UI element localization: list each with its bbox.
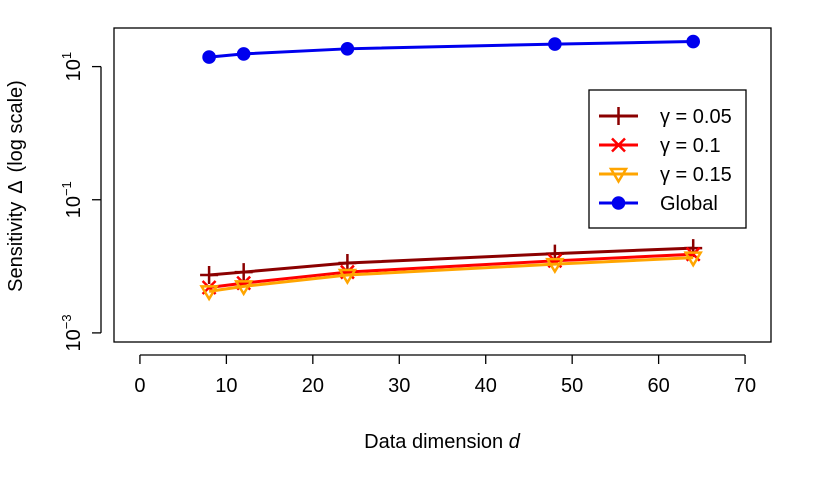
marker-triangle-down	[233, 280, 254, 297]
data-point	[686, 34, 700, 49]
data-point	[233, 280, 254, 297]
y-tick-label-base: 10	[63, 59, 85, 81]
marker-plus	[200, 266, 219, 285]
x-tick-label: 50	[561, 375, 583, 397]
data-point	[202, 50, 216, 64]
data-point	[340, 42, 355, 56]
x-tick-label: 70	[734, 375, 756, 397]
x-tick-label: 60	[647, 375, 669, 397]
marker-triangle-down	[199, 285, 219, 302]
series-line	[208, 256, 694, 293]
data-point	[683, 251, 703, 268]
data-point	[548, 37, 562, 51]
x-tick-label: 40	[475, 375, 497, 397]
y-axis-label: Sensitivity Δ (log scale)	[5, 80, 27, 292]
y-tick-label: 10−3	[59, 314, 85, 351]
y-tick-label-base: 10	[63, 329, 85, 351]
marker-cross	[611, 137, 626, 153]
y-tick-label: 101	[59, 52, 85, 81]
data-point	[234, 263, 253, 282]
x-tick-label: 10	[215, 375, 237, 397]
marker-plus	[609, 107, 628, 125]
marker-circle	[340, 42, 355, 56]
x-tick-label: 0	[134, 375, 145, 397]
y-tick-label-exp: 1	[59, 52, 74, 59]
y-tick-label: 10−1	[59, 181, 85, 218]
marker-triangle-down	[337, 268, 358, 285]
data-point	[236, 47, 251, 61]
marker-triangle-down	[608, 167, 629, 184]
series-layer	[199, 34, 703, 302]
x-axis-label-var: d	[509, 431, 521, 453]
marker-circle	[686, 34, 700, 49]
y-tick-label-exp: −3	[59, 314, 74, 329]
data-point	[199, 285, 219, 302]
series-0.15	[199, 251, 703, 302]
plot-frame	[113, 27, 772, 343]
x-tick-label: 20	[302, 375, 324, 397]
data-point	[200, 266, 219, 285]
series-line	[208, 40, 694, 59]
x-axis: 0 10 20 30 40 50 60 70	[134, 354, 756, 397]
legend-marker	[608, 167, 629, 184]
y-axis-label-suffix: (log scale)	[5, 80, 27, 172]
series-0.05	[200, 239, 703, 285]
data-point	[545, 257, 565, 275]
y-tick-label-base: 10	[63, 196, 85, 218]
marker-circle	[236, 47, 251, 61]
legend-label: Global	[660, 193, 718, 215]
marker-circle	[611, 196, 626, 210]
marker-plus	[234, 263, 253, 282]
legend: γ = 0.05 γ = 0.1 γ = 0.15 Global	[588, 89, 747, 229]
data-point	[337, 268, 358, 285]
marker-triangle-down	[683, 251, 703, 268]
legend-marker	[611, 196, 626, 210]
legend-label: γ = 0.15	[660, 164, 732, 186]
x-axis-label: Data dimension d	[364, 431, 521, 453]
x-axis-label-text: Data dimension	[364, 431, 503, 453]
legend-marker	[611, 137, 626, 153]
marker-triangle-down	[545, 257, 565, 275]
legend-marker	[609, 107, 628, 125]
marker-circle	[202, 50, 216, 64]
series-global	[202, 34, 700, 64]
marker-circle	[548, 37, 562, 51]
y-axis-label-text: Sensitivity	[5, 202, 27, 292]
x-tick-label: 30	[388, 375, 410, 397]
legend-label: γ = 0.1	[660, 135, 721, 157]
y-tick-label-exp: −1	[59, 181, 74, 196]
y-axis-label-symbol: Δ	[5, 180, 27, 193]
legend-label: γ = 0.05	[660, 106, 732, 128]
